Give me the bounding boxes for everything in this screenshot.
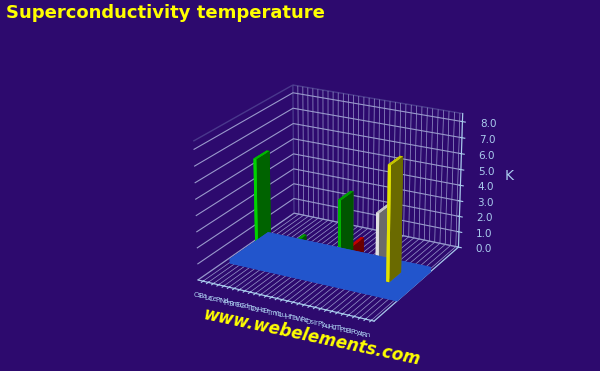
Text: Superconductivity temperature: Superconductivity temperature	[6, 4, 325, 22]
Text: www.webelements.com: www.webelements.com	[202, 306, 422, 370]
